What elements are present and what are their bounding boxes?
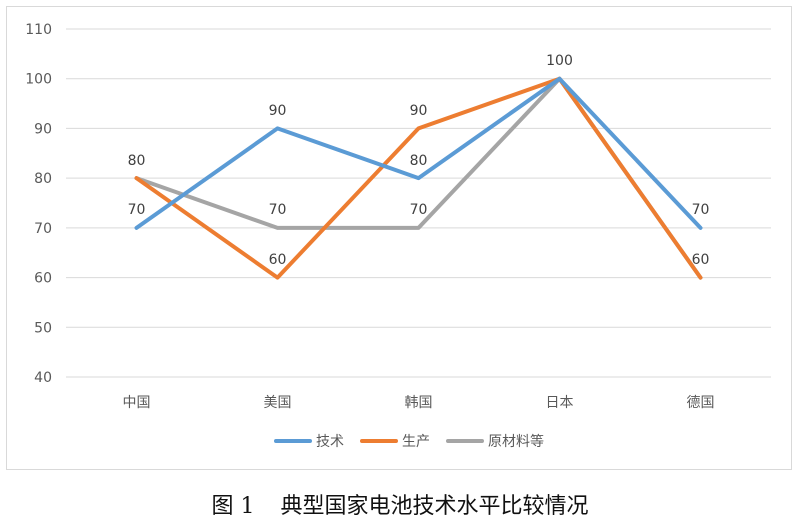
x-category-label: 韩国	[405, 395, 433, 411]
data-label: 60	[692, 252, 710, 268]
series-lines	[134, 76, 703, 280]
data-label: 60	[269, 252, 287, 268]
y-tick-label: 50	[34, 320, 52, 336]
x-category-label: 中国	[123, 395, 151, 411]
x-category-label: 美国	[264, 395, 292, 411]
data-label: 70	[410, 202, 428, 218]
legend-label: 原材料等	[488, 433, 544, 450]
x-category-label: 德国	[687, 395, 715, 411]
line-chart: 40 50 60 70 80 90 100 110 中国 美国 韩国 日本 德国 70 80 90 70 60…	[25, 22, 771, 450]
legend: 技术 生产 原材料等	[274, 433, 544, 450]
data-label: 70	[128, 202, 146, 218]
y-tick-label: 110	[25, 22, 52, 38]
y-tick-label: 60	[34, 271, 52, 287]
data-label: 70	[692, 202, 710, 218]
y-axis-ticks: 40 50 60 70 80 90 100 110	[25, 22, 52, 386]
chart-frame: 40 50 60 70 80 90 100 110 中国 美国 韩国 日本 德国 70 80 90 70 60…	[6, 6, 792, 470]
data-label: 80	[128, 153, 146, 169]
x-axis-categories: 中国 美国 韩国 日本 德国	[123, 395, 715, 411]
figure-caption: 图 1 典型国家电池技术水平比较情况	[0, 488, 800, 520]
y-tick-label: 70	[34, 221, 52, 237]
data-labels: 70 80 90 70 60 90 80 70 100 70 60	[128, 53, 710, 268]
x-category-label: 日本	[546, 395, 574, 411]
data-label: 90	[410, 103, 428, 119]
y-tick-label: 100	[25, 72, 52, 88]
legend-label: 技术	[316, 434, 344, 450]
series-line	[134, 76, 703, 230]
data-label: 90	[269, 103, 287, 119]
legend-label: 生产	[402, 434, 430, 450]
figure-number: 图 1	[211, 494, 255, 519]
y-tick-label: 80	[34, 171, 52, 187]
series-line	[134, 76, 703, 280]
figure-title: 典型国家电池技术水平比较情况	[280, 494, 589, 519]
data-label: 100	[546, 53, 573, 69]
y-tick-label: 40	[34, 370, 52, 386]
data-label: 70	[269, 202, 287, 218]
data-label: 80	[410, 153, 428, 169]
y-tick-label: 90	[34, 121, 52, 137]
